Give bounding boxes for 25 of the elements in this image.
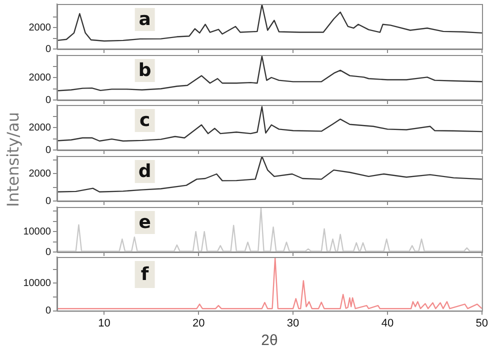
y-tick-label: 2000 (28, 168, 52, 180)
y-tick-label: 2000 (28, 122, 52, 134)
x-axis-title: 2θ (261, 332, 278, 346)
annotation: c (139, 110, 150, 132)
x-tick-label: 50 (476, 317, 488, 330)
annotation: b (138, 60, 152, 82)
y-tick-label: 10000 (23, 278, 52, 289)
y-tick-label: 10000 (23, 226, 52, 238)
y-tick-label: 0 (45, 196, 52, 207)
y-tick-label: 0 (45, 94, 52, 106)
x-tick-label: 30 (286, 317, 300, 330)
y-axis-title: Intensity/au (4, 111, 22, 209)
y-tick-label: 2000 (28, 22, 52, 34)
annotation: a (138, 9, 151, 30)
y-tick-label: 2000 (28, 72, 52, 84)
y-tick-label: 0 (45, 144, 52, 156)
y-tick-label: 0 (45, 44, 52, 55)
x-tick-label: 20 (192, 317, 205, 330)
annotation: f (140, 264, 149, 286)
annotation: d (138, 161, 152, 182)
x-tick-label: 10 (98, 317, 110, 330)
y-tick-label: 0 (45, 246, 52, 258)
y-tick-label: 0 (45, 306, 52, 317)
annotation: e (138, 212, 151, 234)
x-tick-label: 40 (381, 317, 394, 330)
